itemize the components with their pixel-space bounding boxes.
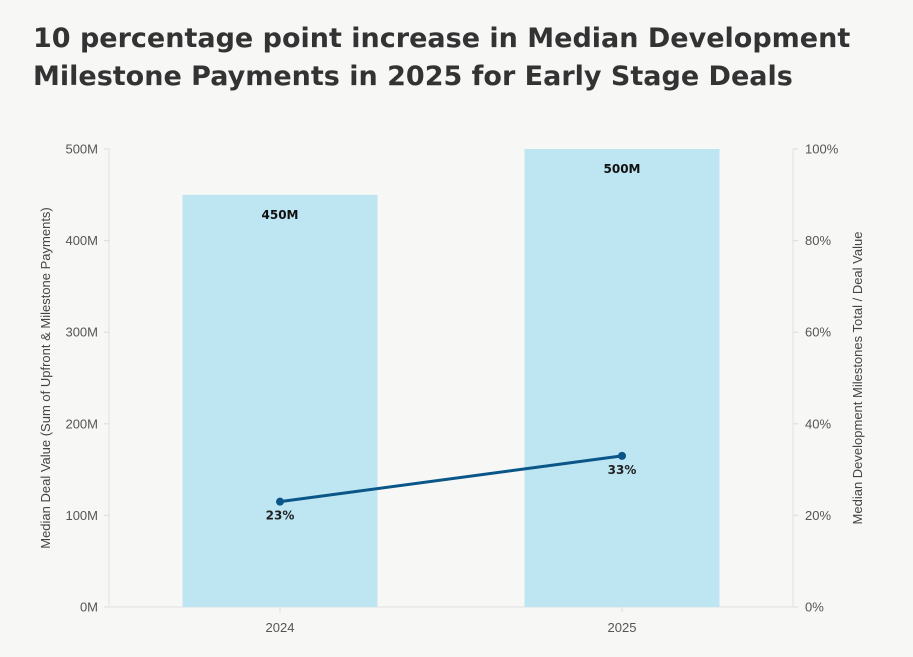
y-left-axis-title: Median Deal Value (Sum of Upfront & Mile… [38, 207, 53, 549]
bar [182, 194, 378, 608]
bar-value-label: 500M [604, 162, 641, 176]
x-tick-label: 2025 [608, 620, 637, 635]
axes-group: 0M 100M 200M 300M 400M 500M 0% 20% 40% 60% 80% 100%… [38, 142, 865, 636]
chart-title-line-1: 10 percentage point increase in Median D… [33, 23, 851, 54]
line-point-label: 23% [266, 509, 295, 523]
bar [524, 149, 720, 607]
data-labels-group: 450M 500M 23% 33% [262, 162, 641, 523]
chart-title-line-2: Milestone Payments in 2025 for Early Sta… [33, 61, 793, 92]
y-left-tick-label: 100M [65, 508, 98, 523]
y-right-tick-label: 0% [805, 600, 824, 615]
y-left-tick-label: 200M [65, 416, 98, 431]
y-right-tick-label: 80% [805, 233, 831, 248]
y-right-tick-label: 100% [805, 142, 839, 157]
y-right-axis-title: Median Development Milestones Total / De… [850, 232, 865, 525]
line-point [618, 451, 626, 460]
y-right-tick-label: 20% [805, 508, 831, 523]
line-series-group [276, 451, 626, 506]
x-tick-label: 2024 [266, 620, 295, 635]
y-left-tick-label: 0M [80, 600, 98, 615]
y-right-tick-label: 40% [805, 416, 831, 431]
line-point-label: 33% [608, 463, 637, 477]
y-left-tick-label: 400M [65, 233, 98, 248]
y-left-tick-label: 300M [65, 325, 98, 340]
chart-title: 10 percentage point increase in Median D… [33, 20, 873, 96]
line-series-path [279, 454, 623, 504]
bar-value-label: 450M [262, 208, 299, 222]
y-right-tick-label: 60% [805, 325, 831, 340]
line-point [276, 497, 284, 506]
bars-group [182, 149, 720, 608]
y-left-tick-label: 500M [65, 142, 98, 157]
